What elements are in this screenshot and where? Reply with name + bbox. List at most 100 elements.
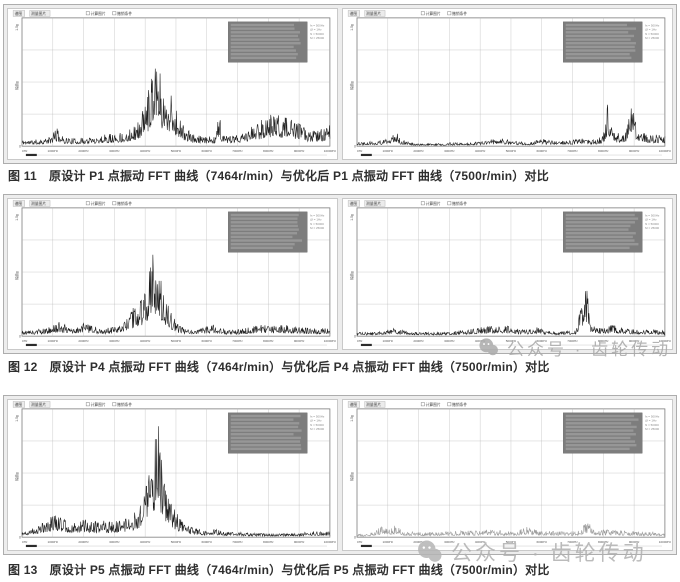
legend-row xyxy=(565,34,635,38)
y-axis-min-label: 0 xyxy=(354,335,356,339)
legend-row xyxy=(230,228,299,231)
scrollbar-track[interactable] xyxy=(24,154,327,156)
scrollbar-thumb[interactable] xyxy=(360,544,372,548)
toolbar-checkbox[interactable]: 计算图片 xyxy=(85,402,106,407)
scrollbar-thumb[interactable] xyxy=(25,544,37,548)
checkbox-icon[interactable] xyxy=(447,201,452,206)
scrollbar-track[interactable] xyxy=(359,344,662,346)
checkbox-icon[interactable] xyxy=(112,201,117,206)
toolbar-checkbox[interactable]: 计算图片 xyxy=(85,11,106,16)
scrollbar-thumb[interactable] xyxy=(25,153,37,157)
toolbar-button[interactable] xyxy=(29,10,51,17)
legend-row xyxy=(565,239,635,242)
legend-row xyxy=(565,235,633,239)
scrollbar-thumb[interactable] xyxy=(360,153,372,157)
scrollbar-track[interactable] xyxy=(359,545,662,547)
toolbar-button[interactable] xyxy=(29,200,51,207)
toolbar-checkbox[interactable]: 计算图片 xyxy=(420,201,441,206)
checkbox-label: 撤销条件 xyxy=(452,201,467,206)
x-tick-label: 3000Hz xyxy=(444,149,455,153)
legend-row xyxy=(565,429,634,432)
x-tick-label: 7000Hz xyxy=(232,149,243,153)
panel-toolbar: 谱图 测量图片 计算图片 撤销条件 xyxy=(12,200,133,207)
checkbox-icon[interactable] xyxy=(112,402,117,407)
toolbar-button[interactable] xyxy=(364,10,386,17)
legend-stat-line: Δf = 1Hz xyxy=(310,218,322,222)
checkbox-icon[interactable] xyxy=(85,11,90,16)
legend-row xyxy=(230,440,301,443)
x-tick-label: 8000Hz xyxy=(263,540,274,544)
toolbar-checkbox[interactable]: 计算图片 xyxy=(420,11,441,16)
toolbar-checkbox[interactable]: 撤销条件 xyxy=(447,201,468,206)
toolbar-button[interactable] xyxy=(347,200,360,207)
x-tick-label: 3000Hz xyxy=(444,339,455,343)
toolbar-checkbox[interactable]: 撤销条件 xyxy=(112,402,133,407)
legend-row xyxy=(230,418,294,421)
scrollbar-thumb[interactable] xyxy=(360,343,372,347)
y-axis-min-label: 0 xyxy=(19,145,21,149)
legend-row xyxy=(565,38,631,41)
legend-box xyxy=(563,21,643,63)
x-tick-label: 8000Hz xyxy=(263,339,274,343)
checkbox-icon[interactable] xyxy=(112,11,117,16)
scrollbar-track[interactable] xyxy=(359,154,662,156)
figure-box-13: 谱图 测量图片 计算图片 撤销条件 1.5g 幅值g 0 0Hz 1000Hz 2000Hz 300… xyxy=(3,395,677,555)
y-axis-min-label: 0 xyxy=(354,536,356,540)
legend-stat-line: N = 50000 xyxy=(645,32,659,36)
fft-panel-p4-original: 谱图 测量图片 计算图片 撤销条件 1.5g 幅值g 0 0Hz 1000Hz 2000Hz 300… xyxy=(7,198,338,350)
legend-row xyxy=(230,239,303,242)
checkbox-icon[interactable] xyxy=(447,402,452,407)
toolbar-button[interactable] xyxy=(29,401,51,408)
checkbox-icon[interactable] xyxy=(420,402,425,407)
toolbar-checkbox[interactable]: 计算图片 xyxy=(85,201,106,206)
legend-row xyxy=(565,27,637,30)
checkbox-icon[interactable] xyxy=(447,11,452,16)
x-tick-label: 1000Hz xyxy=(48,339,59,343)
toolbar-button[interactable] xyxy=(12,401,25,408)
toolbar-button[interactable] xyxy=(12,10,25,17)
legend-stat-line: fs = 500Hz xyxy=(645,213,660,217)
x-tick-label: 7000Hz xyxy=(567,540,578,544)
x-tick-label: 9000Hz xyxy=(294,149,305,153)
x-tick-label: 6000Hz xyxy=(536,339,547,343)
checkbox-label: 计算图片 xyxy=(91,11,106,16)
scrollbar-track[interactable] xyxy=(24,545,327,547)
fft-chart-p4-original: 谱图 测量图片 计算图片 撤销条件 1.5g 幅值g 00Hz 1000Hz 2000Hz 300… xyxy=(12,200,336,347)
toolbar-checkbox[interactable]: 撤销条件 xyxy=(447,11,468,16)
toolbar-button-label: 测量图片 xyxy=(31,402,46,407)
x-tick-label: 6000Hz xyxy=(536,149,547,153)
legend-box xyxy=(563,412,643,454)
toolbar-button[interactable] xyxy=(364,401,386,408)
toolbar-checkbox[interactable]: 计算图片 xyxy=(420,402,441,407)
x-tick-label: 4000Hz xyxy=(140,149,151,153)
toolbar-button[interactable] xyxy=(347,10,360,17)
x-tick-label: 3000Hz xyxy=(444,540,455,544)
legend-box xyxy=(228,211,308,253)
legend-row xyxy=(565,246,630,250)
x-tick-label: 5000Hz xyxy=(171,149,182,153)
checkbox-icon[interactable] xyxy=(420,11,425,16)
checkbox-icon[interactable] xyxy=(420,201,425,206)
checkbox-icon[interactable] xyxy=(85,201,90,206)
toolbar-button[interactable] xyxy=(347,401,360,408)
scrollbar-track[interactable] xyxy=(24,344,327,346)
toolbar-checkbox[interactable]: 撤销条件 xyxy=(112,201,133,206)
toolbar-checkbox[interactable]: 撤销条件 xyxy=(447,402,468,407)
legend-row xyxy=(565,447,630,451)
x-axis-ticks: 0Hz 1000Hz 2000Hz 3000Hz 4000Hz 5000Hz 6000Hz 7… xyxy=(22,149,336,153)
legend-stat-line: Δf = 1Hz xyxy=(645,28,657,32)
x-tick-label: 10000Hz xyxy=(324,149,337,153)
checkbox-icon[interactable] xyxy=(85,402,90,407)
checkbox-label: 计算图片 xyxy=(426,201,441,206)
legend-stat-line: M = 25000 xyxy=(645,36,659,40)
figure-box-11: 谱图 测量图片 计算图片 撤销条件 1.5g 幅值g 0 0Hz 1000Hz 2000Hz 300… xyxy=(3,4,677,164)
scrollbar-thumb[interactable] xyxy=(25,343,37,347)
toolbar-checkbox[interactable]: 撤销条件 xyxy=(112,11,133,16)
toolbar-button[interactable] xyxy=(364,200,386,207)
toolbar-button[interactable] xyxy=(12,200,25,207)
legend-row xyxy=(565,45,635,49)
panel-toolbar: 谱图 测量图片 计算图片 撤销条件 xyxy=(347,200,468,207)
